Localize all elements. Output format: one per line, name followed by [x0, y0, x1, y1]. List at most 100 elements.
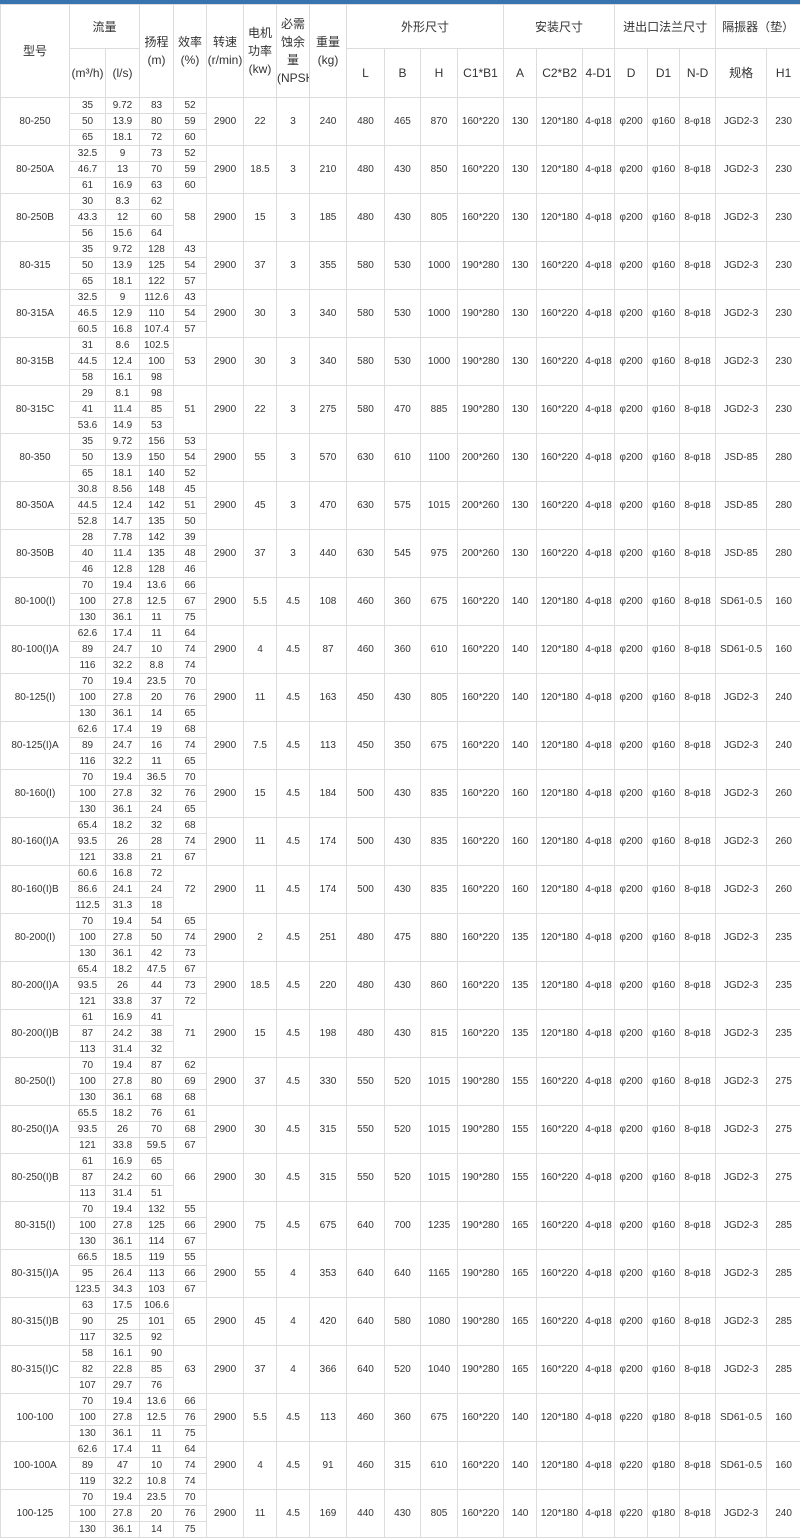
- header-install-dimensions: 安装尺寸: [503, 4, 616, 49]
- weight-cell: 420: [309, 1297, 348, 1346]
- npsh-cell: 3: [276, 289, 311, 338]
- c1b1-cell: 160*220: [457, 961, 505, 1010]
- head-cell: 142: [139, 529, 175, 546]
- table-row: 80-125(I) 70 19.4 23.5 70 2900 11 4.5 163 450 430 8…: [0, 673, 800, 722]
- npsh-cell: 3: [276, 145, 311, 194]
- a-cell: 140: [503, 673, 538, 722]
- table-row: 80-350B 28 7.78 142 39 2900 37 3 440 630 545 975 200…: [0, 529, 800, 578]
- 4-d1-cell: 4-φ18: [582, 961, 616, 1010]
- model-cell: 80-315C: [0, 385, 70, 434]
- isolator-spec-cell: JGD2-3: [715, 145, 768, 194]
- head-cell: 41: [139, 1009, 175, 1026]
- model-cell: 80-200(I): [0, 913, 70, 962]
- header-h: H: [420, 48, 459, 98]
- table-row: 121 33.8 59.5 67: [1, 1137, 800, 1154]
- isolator-spec-cell: JGD2-3: [715, 913, 768, 962]
- flow-m3h-cell: 62.6: [69, 721, 106, 738]
- speed-cell: 2900: [206, 193, 245, 242]
- model-cell: 80-125(I)A: [0, 721, 70, 770]
- l-cell: 550: [346, 1105, 386, 1154]
- head-cell: 53: [139, 417, 175, 434]
- table-row: 130 36.1 14 65: [1, 705, 800, 722]
- d1-cell: φ160: [647, 1201, 681, 1250]
- 4-d1-cell: 4-φ18: [582, 625, 616, 674]
- 4-d1-cell: 4-φ18: [582, 1105, 616, 1154]
- efficiency-cell: 65: [173, 801, 208, 818]
- b-cell: 430: [384, 1489, 422, 1538]
- flow-m3h-cell: 121: [69, 849, 106, 866]
- flow-ls-cell: 16.8: [104, 321, 141, 338]
- n-d-cell: 8-φ18: [679, 673, 717, 722]
- flow-ls-cell: 16.9: [104, 177, 141, 194]
- flow-ls-cell: 19.4: [104, 1489, 141, 1506]
- flow-m3h-cell: 62.6: [69, 1441, 106, 1458]
- efficiency-cell: 75: [173, 1521, 208, 1538]
- efficiency-cell: 66: [173, 1153, 208, 1202]
- weight-cell: 169: [309, 1489, 348, 1538]
- flow-m3h-cell: 46.5: [69, 305, 106, 322]
- h-cell: 870: [420, 97, 459, 146]
- efficiency-cell: 45: [173, 481, 208, 498]
- c1b1-cell: 190*280: [457, 1105, 505, 1154]
- efficiency-cell: 65: [173, 753, 208, 770]
- flow-m3h-cell: 35: [69, 433, 106, 450]
- head-cell: 18: [139, 897, 175, 914]
- flow-m3h-cell: 29: [69, 385, 106, 402]
- b-cell: 520: [384, 1057, 422, 1106]
- head-cell: 12.5: [139, 593, 175, 610]
- efficiency-cell: 66: [173, 1265, 208, 1282]
- flow-ls-cell: 14.7: [104, 513, 141, 530]
- table-row: 80-315(I)A 66.5 18.5 119 55 2900 55 4 353 640 640 1…: [0, 1249, 800, 1298]
- model-cell: 80-350: [0, 433, 70, 482]
- header-model: 型号: [0, 4, 70, 98]
- head-cell: 23.5: [139, 1489, 175, 1506]
- flow-ls-cell: 26.4: [104, 1265, 141, 1282]
- head-cell: 23.5: [139, 673, 175, 690]
- l-cell: 640: [346, 1249, 386, 1298]
- table-row: 130 36.1 42 73: [1, 945, 800, 962]
- a-cell: 130: [503, 433, 538, 482]
- efficiency-cell: 68: [173, 817, 208, 834]
- d1-cell: φ160: [647, 193, 681, 242]
- c1b1-cell: 190*280: [457, 385, 505, 434]
- flow-ls-cell: 36.1: [104, 945, 141, 962]
- flow-ls-cell: 36.1: [104, 1425, 141, 1442]
- d1-cell: φ160: [647, 289, 681, 338]
- d1-cell: φ160: [647, 481, 681, 530]
- efficiency-cell: 51: [173, 497, 208, 514]
- head-cell: 68: [139, 1089, 175, 1106]
- weight-cell: 87: [309, 625, 348, 674]
- flow-m3h-cell: 121: [69, 1137, 106, 1154]
- weight-cell: 220: [309, 961, 348, 1010]
- npsh-cell: 4: [276, 1249, 311, 1298]
- b-cell: 430: [384, 193, 422, 242]
- efficiency-cell: 75: [173, 1425, 208, 1442]
- flow-ls-cell: 27.8: [104, 689, 141, 706]
- efficiency-cell: 68: [173, 1089, 208, 1106]
- n-d-cell: 8-φ18: [679, 241, 717, 290]
- efficiency-cell: 70: [173, 1489, 208, 1506]
- h1-cell: 235: [766, 913, 800, 962]
- table-row: 80-100(I)A 62.6 17.4 11 64 2900 4 4.5 87 460 360 61…: [0, 625, 800, 674]
- efficiency-cell: 74: [173, 1473, 208, 1490]
- head-cell: 11: [139, 1441, 175, 1458]
- a-cell: 165: [503, 1201, 538, 1250]
- h1-cell: 230: [766, 145, 800, 194]
- efficiency-cell: 74: [173, 657, 208, 674]
- npsh-cell: 4: [276, 1297, 311, 1346]
- n-d-cell: 8-φ18: [679, 961, 717, 1010]
- weight-cell: 240: [309, 97, 348, 146]
- motor-power-cell: 45: [243, 1297, 278, 1346]
- model-cell: 80-160(I): [0, 769, 70, 818]
- 4-d1-cell: 4-φ18: [582, 1297, 616, 1346]
- head-cell: 140: [139, 465, 175, 482]
- d-cell: φ200: [614, 673, 649, 722]
- npsh-cell: 3: [276, 433, 311, 482]
- d-cell: φ200: [614, 529, 649, 578]
- motor-power-cell: 37: [243, 241, 278, 290]
- h1-cell: 230: [766, 289, 800, 338]
- head-cell: 76: [139, 1377, 175, 1394]
- model-cell: 80-160(I)B: [0, 865, 70, 914]
- weight-cell: 353: [309, 1249, 348, 1298]
- head-cell: 85: [139, 401, 175, 418]
